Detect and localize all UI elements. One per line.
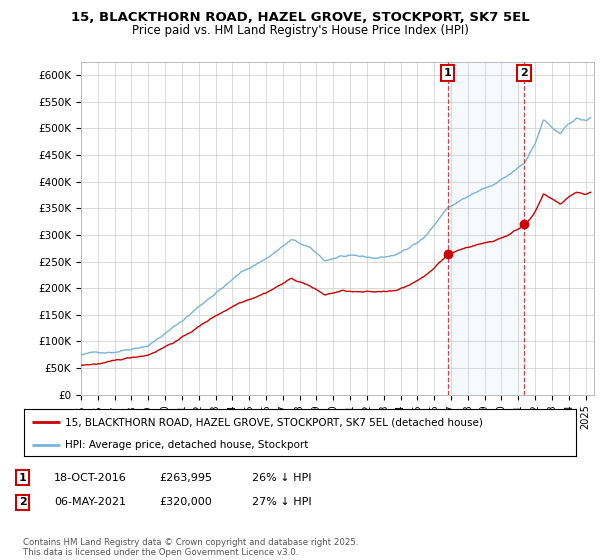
- Text: 1: 1: [19, 473, 26, 483]
- Text: 2: 2: [520, 68, 528, 78]
- Text: 2: 2: [19, 497, 26, 507]
- Bar: [448, 62, 524, 395]
- Text: £320,000: £320,000: [159, 497, 212, 507]
- Text: 06-MAY-2021: 06-MAY-2021: [54, 497, 126, 507]
- Text: HPI: Average price, detached house, Stockport: HPI: Average price, detached house, Stoc…: [65, 440, 309, 450]
- Text: £263,995: £263,995: [159, 473, 212, 483]
- Text: 18-OCT-2016: 18-OCT-2016: [54, 473, 127, 483]
- Text: 15, BLACKTHORN ROAD, HAZEL GROVE, STOCKPORT, SK7 5EL (detached house): 15, BLACKTHORN ROAD, HAZEL GROVE, STOCKP…: [65, 417, 483, 427]
- Text: 1: 1: [443, 68, 451, 78]
- Text: Contains HM Land Registry data © Crown copyright and database right 2025.
This d: Contains HM Land Registry data © Crown c…: [23, 538, 358, 557]
- Text: 27% ↓ HPI: 27% ↓ HPI: [252, 497, 311, 507]
- Text: 15, BLACKTHORN ROAD, HAZEL GROVE, STOCKPORT, SK7 5EL: 15, BLACKTHORN ROAD, HAZEL GROVE, STOCKP…: [71, 11, 529, 24]
- Text: 26% ↓ HPI: 26% ↓ HPI: [252, 473, 311, 483]
- Text: Price paid vs. HM Land Registry's House Price Index (HPI): Price paid vs. HM Land Registry's House …: [131, 24, 469, 36]
